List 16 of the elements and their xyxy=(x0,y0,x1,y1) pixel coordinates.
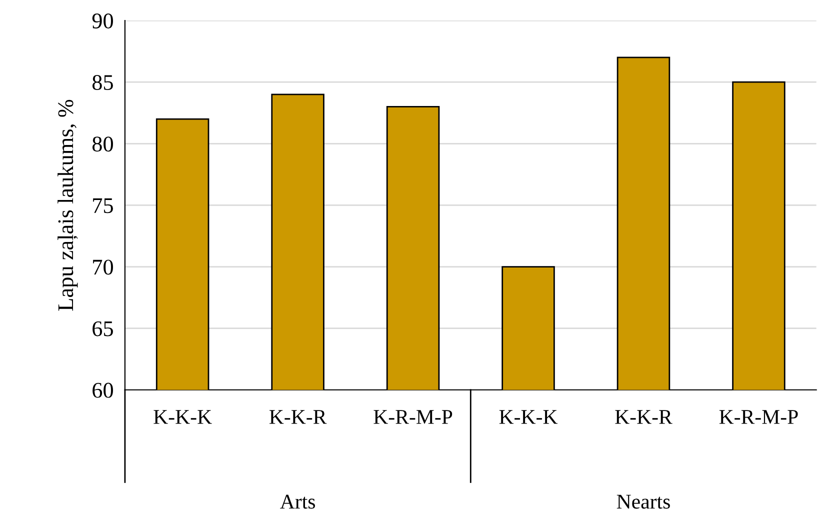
y-tick-label: 85 xyxy=(92,75,113,90)
y-tick-label: 70 xyxy=(93,260,113,275)
x-tick-label: K-R-M-P xyxy=(374,410,452,424)
y-tick-label: 60 xyxy=(92,382,113,398)
y-tick-label: 75 xyxy=(93,198,113,214)
y-tick-label: 80 xyxy=(92,136,113,152)
text: Arts xyxy=(280,494,315,509)
y-tick-label: 90 xyxy=(92,13,113,28)
y-tick-label: 65 xyxy=(92,321,113,336)
x-tick-label: K-R-M-P xyxy=(719,410,798,424)
x-tick-label: K-K-K xyxy=(499,410,558,424)
y-axis-title: Lapu zaļais laukums, % xyxy=(58,100,78,311)
text: Nearts xyxy=(616,494,670,509)
x-tick-label: K-K-K xyxy=(154,410,212,424)
x-tick-label: K-K-R xyxy=(269,410,327,424)
x-tick-label: K-K-R xyxy=(615,410,672,424)
